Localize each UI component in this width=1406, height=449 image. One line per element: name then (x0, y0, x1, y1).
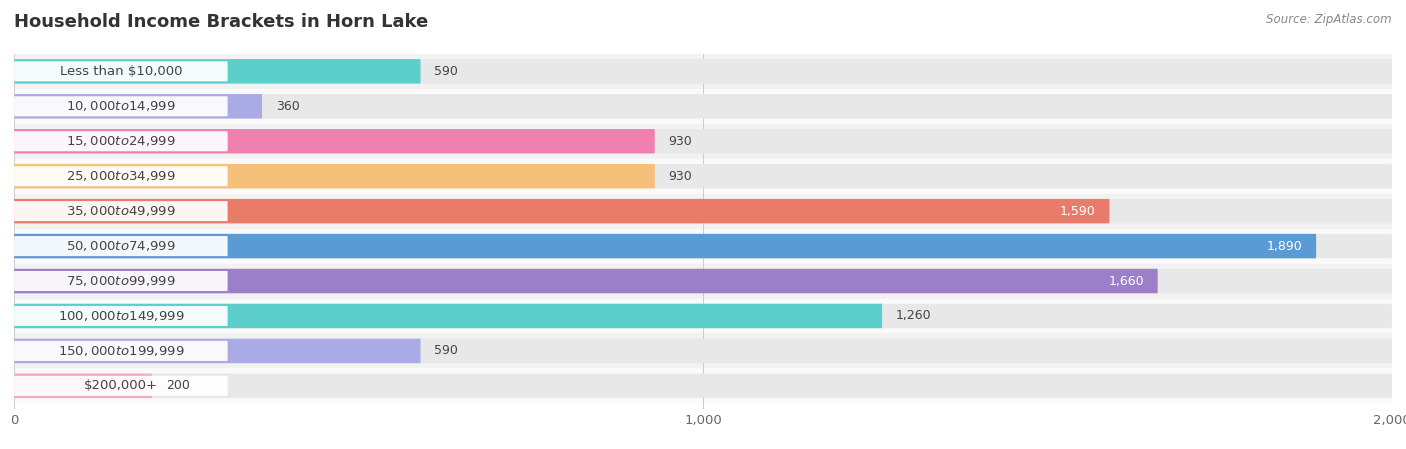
Bar (14, 264, 1392, 299)
Bar (14, 229, 1392, 264)
Text: 1,890: 1,890 (1267, 240, 1302, 253)
FancyBboxPatch shape (14, 304, 882, 328)
Text: $75,000 to $99,999: $75,000 to $99,999 (66, 274, 176, 288)
FancyBboxPatch shape (14, 269, 1392, 293)
Text: 590: 590 (434, 65, 458, 78)
FancyBboxPatch shape (14, 199, 1392, 223)
FancyBboxPatch shape (14, 59, 420, 84)
FancyBboxPatch shape (14, 166, 228, 186)
Text: 1,660: 1,660 (1108, 274, 1144, 287)
Text: $15,000 to $24,999: $15,000 to $24,999 (66, 134, 176, 148)
FancyBboxPatch shape (14, 129, 655, 154)
Text: $200,000+: $200,000+ (84, 379, 157, 392)
Bar (14, 334, 1392, 368)
FancyBboxPatch shape (14, 199, 1109, 223)
FancyBboxPatch shape (14, 374, 152, 398)
FancyBboxPatch shape (14, 234, 1316, 258)
FancyBboxPatch shape (14, 129, 1392, 154)
FancyBboxPatch shape (14, 339, 1392, 363)
Bar (14, 299, 1392, 334)
Text: $50,000 to $74,999: $50,000 to $74,999 (66, 239, 176, 253)
FancyBboxPatch shape (14, 59, 1392, 84)
Text: $10,000 to $14,999: $10,000 to $14,999 (66, 99, 176, 113)
FancyBboxPatch shape (14, 131, 228, 151)
FancyBboxPatch shape (14, 306, 228, 326)
FancyBboxPatch shape (14, 96, 228, 116)
Text: Less than $10,000: Less than $10,000 (59, 65, 183, 78)
Text: 200: 200 (166, 379, 190, 392)
Bar (14, 124, 1392, 158)
Bar (14, 89, 1392, 124)
Text: Household Income Brackets in Horn Lake: Household Income Brackets in Horn Lake (14, 13, 429, 31)
FancyBboxPatch shape (14, 164, 1392, 189)
FancyBboxPatch shape (14, 164, 655, 189)
Text: $35,000 to $49,999: $35,000 to $49,999 (66, 204, 176, 218)
FancyBboxPatch shape (14, 339, 420, 363)
Text: 360: 360 (276, 100, 299, 113)
Bar (14, 368, 1392, 403)
Text: Source: ZipAtlas.com: Source: ZipAtlas.com (1267, 13, 1392, 26)
Text: 1,590: 1,590 (1060, 205, 1095, 218)
Text: $100,000 to $149,999: $100,000 to $149,999 (58, 309, 184, 323)
FancyBboxPatch shape (14, 94, 1392, 119)
FancyBboxPatch shape (14, 234, 1392, 258)
Text: 930: 930 (669, 135, 692, 148)
FancyBboxPatch shape (14, 341, 228, 361)
Text: 1,260: 1,260 (896, 309, 932, 322)
FancyBboxPatch shape (14, 271, 228, 291)
Text: $150,000 to $199,999: $150,000 to $199,999 (58, 344, 184, 358)
FancyBboxPatch shape (14, 62, 228, 81)
FancyBboxPatch shape (14, 201, 228, 221)
Bar (14, 158, 1392, 194)
FancyBboxPatch shape (14, 374, 1392, 398)
FancyBboxPatch shape (14, 94, 262, 119)
FancyBboxPatch shape (14, 304, 1392, 328)
Text: 590: 590 (434, 344, 458, 357)
FancyBboxPatch shape (14, 236, 228, 256)
FancyBboxPatch shape (14, 376, 228, 396)
Text: 930: 930 (669, 170, 692, 183)
Bar (14, 54, 1392, 89)
Text: $25,000 to $34,999: $25,000 to $34,999 (66, 169, 176, 183)
FancyBboxPatch shape (14, 269, 1157, 293)
Bar (14, 194, 1392, 229)
